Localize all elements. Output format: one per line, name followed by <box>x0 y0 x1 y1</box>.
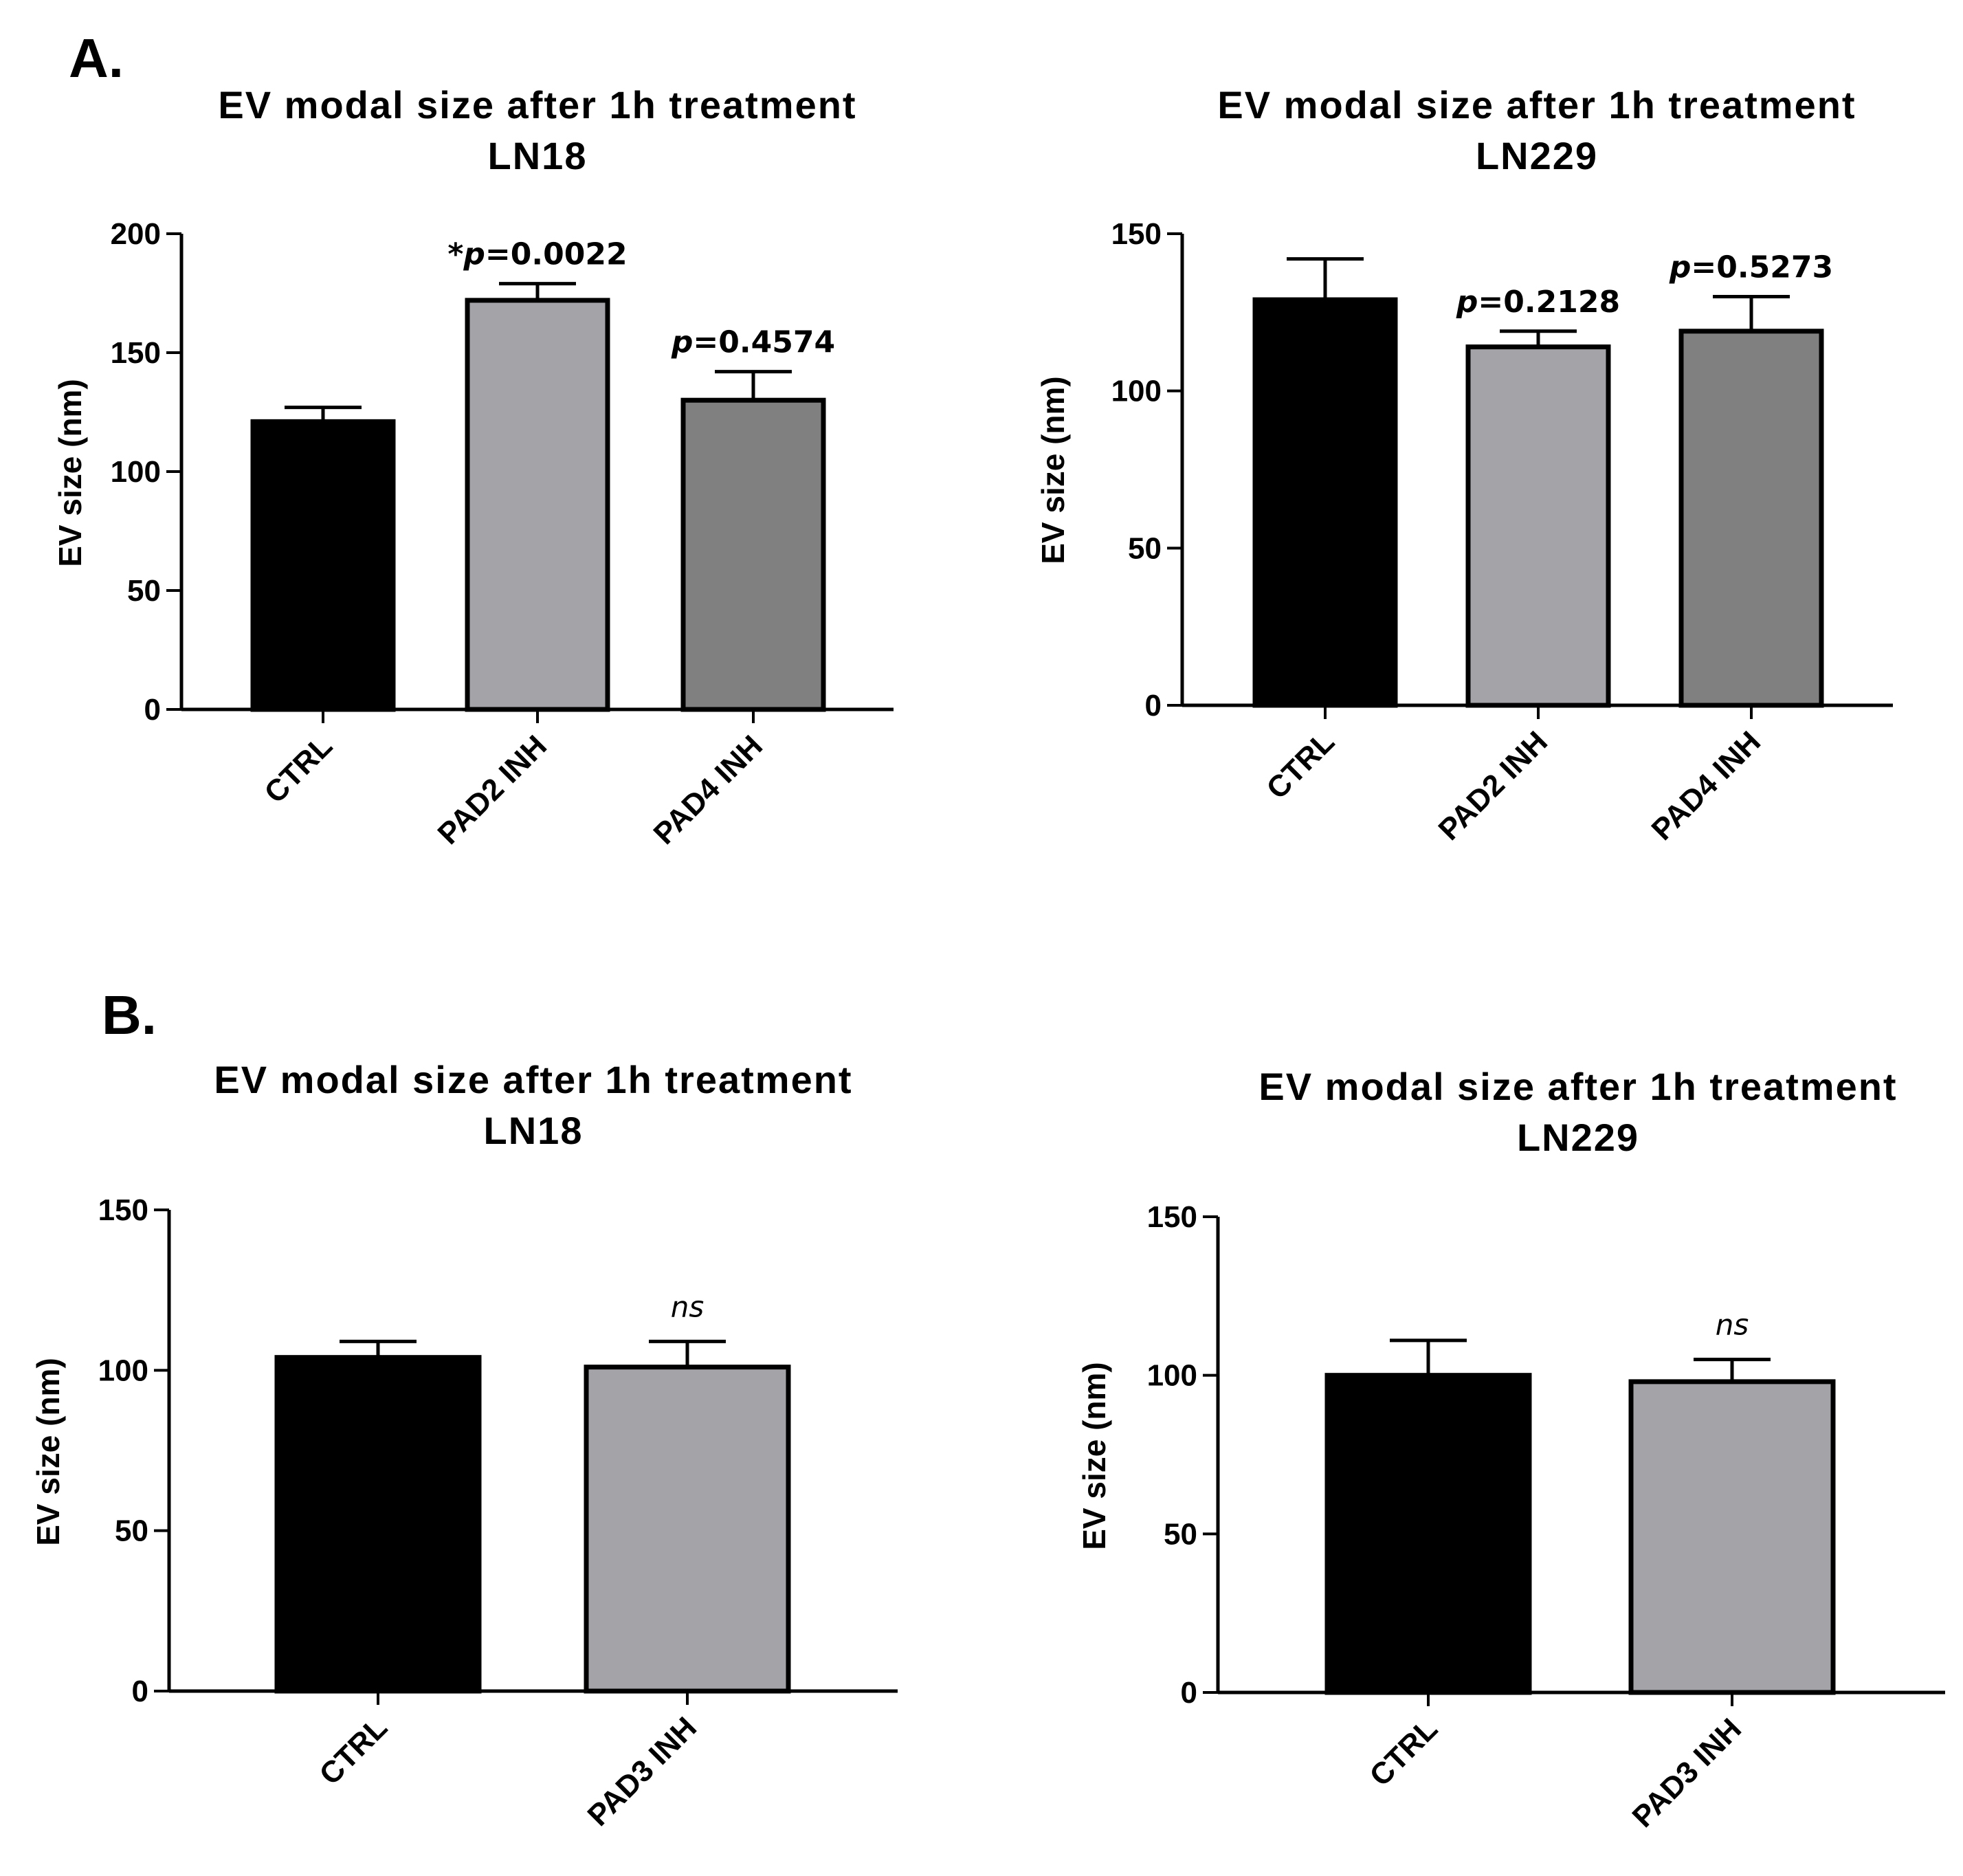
chart-title: EV modal size after 1h treatment <box>1258 1065 1897 1108</box>
x-tick-label-pad4-inh: PAD4 INH <box>647 729 770 851</box>
bar-pad3-inh <box>584 1365 791 1694</box>
error-bar-ctrl <box>285 406 362 422</box>
y-tick-label: 50 <box>1128 531 1162 565</box>
y-axis-label: EV size (nm) <box>1035 376 1071 564</box>
x-tick-label-ctrl: CTRL <box>258 729 339 810</box>
chart-subtitle: LN229 <box>1517 1116 1639 1159</box>
annotation-p-value: p=0.4574 <box>671 325 835 360</box>
bar-pad4-inh <box>680 397 826 712</box>
y-tick-label: 200 <box>111 217 161 251</box>
x-tick-label-ctrl: CTRL <box>1260 725 1341 806</box>
y-tick-label: 50 <box>127 574 161 608</box>
annotation-p: p <box>463 237 485 272</box>
annotation-p: p <box>1456 285 1478 320</box>
bar-ctrl <box>1252 297 1398 708</box>
bar-ctrl <box>274 1355 482 1694</box>
y-tick-label: 150 <box>1147 1200 1197 1234</box>
y-axis-label: EV size (nm) <box>30 1358 66 1546</box>
annotation-p: p <box>671 325 694 360</box>
bar-pad2-inh <box>465 298 610 712</box>
y-tick-label: 100 <box>111 455 161 489</box>
panel-label-b: B. <box>102 984 157 1046</box>
y-tick-label: 100 <box>98 1354 148 1387</box>
chart-2: EV modal size after 1h treatment LN229 EV … <box>1035 83 1893 847</box>
chart-subtitle: LN229 <box>1476 134 1598 177</box>
bar-pad3-inh <box>1628 1379 1836 1695</box>
error-bar-pad3-inh <box>649 1339 726 1367</box>
error-bar-pad3-inh <box>1694 1358 1771 1382</box>
y-tick-label: 0 <box>132 1675 148 1708</box>
chart-title: EV modal size after 1h treatment <box>1217 83 1856 126</box>
y-tick-label: 0 <box>144 693 161 727</box>
bar-ctrl <box>250 419 396 712</box>
annotation-value: =0.2128 <box>1478 285 1620 320</box>
annotation-value: =0.0022 <box>485 237 628 272</box>
annotation-ns: ns <box>1716 1308 1749 1342</box>
y-tick-label: 0 <box>1181 1676 1197 1710</box>
error-bar-ctrl <box>1390 1338 1467 1376</box>
y-tick-label: 100 <box>1147 1359 1197 1393</box>
y-tick-label: 150 <box>111 336 161 370</box>
x-tick-label-pad2-inh: PAD2 INH <box>1432 725 1555 847</box>
chart-4: EV modal size after 1h treatment LN229 EV … <box>1076 1065 1945 1834</box>
y-tick-label: 0 <box>1145 689 1162 722</box>
error-bar-pad4-inh <box>1713 294 1790 331</box>
y-tick-label: 150 <box>98 1193 148 1227</box>
chart-subtitle: LN18 <box>484 1109 584 1152</box>
y-tick-label: 50 <box>1164 1517 1197 1551</box>
x-tick-label-pad3-inh: PAD3 INH <box>581 1710 704 1833</box>
x-tick-label-ctrl: CTRL <box>313 1710 394 1791</box>
y-tick-label: 50 <box>115 1514 148 1548</box>
error-bar-ctrl <box>1287 257 1364 300</box>
x-tick-label-pad3-inh: PAD3 INH <box>1626 1712 1749 1834</box>
annotation-star: * <box>447 237 463 272</box>
y-axis-label: EV size (nm) <box>1076 1362 1112 1550</box>
annotation-value: =0.4574 <box>693 325 835 360</box>
y-tick-label: 100 <box>1111 375 1162 408</box>
annotation-ns: ns <box>671 1290 705 1323</box>
error-bar-pad2-inh <box>499 282 576 300</box>
annotation-value: =0.5273 <box>1691 250 1833 285</box>
error-bar-pad2-inh <box>1500 329 1577 347</box>
x-tick-label-pad2-inh: PAD2 INH <box>432 729 554 851</box>
x-tick-label-pad4-inh: PAD4 INH <box>1645 725 1768 847</box>
annotation-p-value: p=0.5273 <box>1669 250 1833 285</box>
charts: EV modal size after 1h treatment LN18 EV s… <box>30 83 1945 1834</box>
chart-title: EV modal size after 1h treatment <box>218 83 856 126</box>
annotation-p: p <box>1669 250 1692 285</box>
panel-label-a: A. <box>69 27 124 89</box>
bar-pad4-inh <box>1678 329 1824 708</box>
error-bar-pad4-inh <box>715 370 792 401</box>
chart-subtitle: LN18 <box>488 134 588 177</box>
bar-ctrl <box>1324 1373 1532 1695</box>
chart-1: EV modal size after 1h treatment LN18 EV s… <box>52 83 894 851</box>
error-bar-ctrl <box>340 1339 417 1358</box>
x-tick-label-ctrl: CTRL <box>1363 1712 1444 1793</box>
annotation-p-value: *p=0.0022 <box>447 237 627 272</box>
y-axis-label: EV size (nm) <box>52 379 88 567</box>
chart-3: EV modal size after 1h treatment LN18 EV s… <box>30 1058 898 1833</box>
annotation-p-value: p=0.2128 <box>1456 285 1620 320</box>
bar-pad2-inh <box>1465 344 1611 708</box>
chart-title: EV modal size after 1h treatment <box>214 1058 852 1101</box>
y-tick-label: 150 <box>1111 217 1162 251</box>
